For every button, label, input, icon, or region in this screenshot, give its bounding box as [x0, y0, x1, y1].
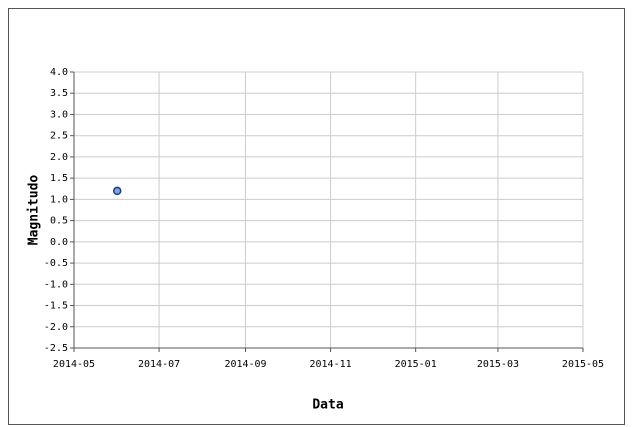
x-tick-label: 2014-07: [138, 359, 180, 370]
y-tick-label: -1.0: [44, 279, 68, 290]
x-tick-label: 2015-05: [562, 359, 604, 370]
y-tick-label: 4.0: [50, 67, 68, 78]
x-tick-label: 2014-11: [310, 359, 352, 370]
y-tick-label: 1.0: [50, 194, 68, 205]
y-tick-label: -1.5: [44, 301, 68, 312]
x-tick-label: 2014-09: [224, 359, 266, 370]
y-tick-label: -0.5: [44, 258, 68, 269]
y-tick-label: -2.5: [44, 343, 68, 354]
y-tick-label: 3.0: [50, 109, 68, 120]
data-point: [112, 186, 122, 196]
x-tick-label: 2015-01: [395, 359, 437, 370]
y-tick-label: 0.0: [50, 237, 68, 248]
chart-frame: [8, 8, 625, 425]
x-axis-title: Data: [312, 398, 343, 413]
y-axis-title: Magnitudo: [27, 175, 42, 246]
x-tick-label: 2014-05: [53, 359, 95, 370]
y-tick-label: 1.5: [50, 173, 68, 184]
y-tick-label: -2.0: [44, 322, 68, 333]
y-tick-label: 2.0: [50, 152, 68, 163]
y-tick-label: 0.5: [50, 216, 68, 227]
y-tick-label: 2.5: [50, 131, 68, 142]
x-tick-label: 2015-03: [477, 359, 519, 370]
y-tick-label: 3.5: [50, 88, 68, 99]
